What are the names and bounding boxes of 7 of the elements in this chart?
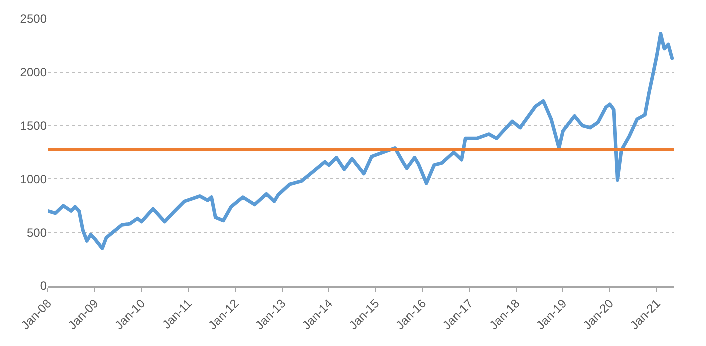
y-tick-label: 1000 — [20, 172, 48, 186]
y-tick-label: 0 — [40, 279, 48, 294]
y-tick-label: 2500 — [20, 12, 48, 26]
line-series — [48, 32, 674, 250]
y-tick-label: 2000 — [20, 66, 48, 80]
y-tick-label: 500 — [26, 226, 48, 240]
y-tick-label: 1500 — [20, 119, 48, 133]
